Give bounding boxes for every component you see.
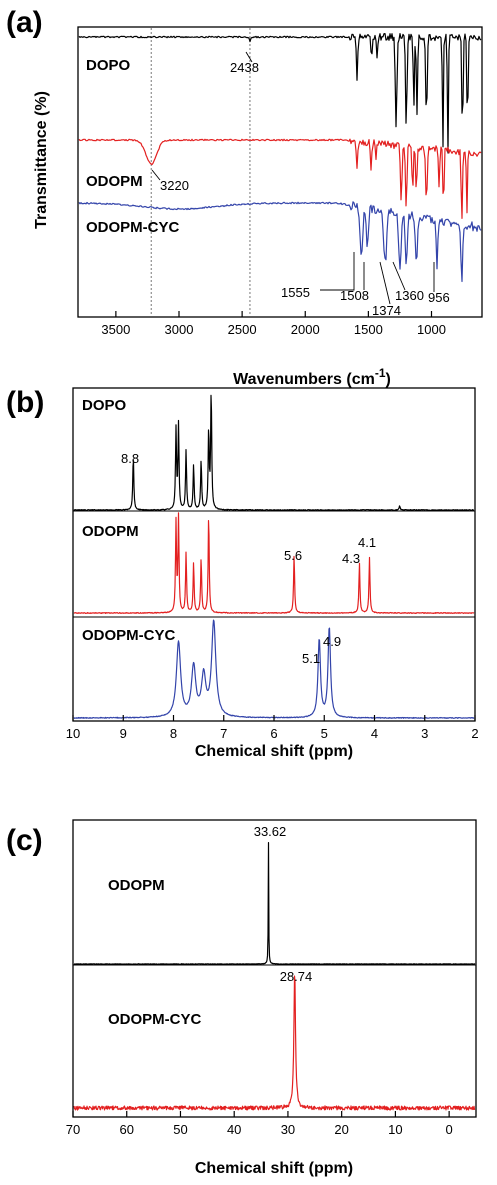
annot-28-74: 28.74 xyxy=(280,969,313,984)
panel-c-tick-label-0: 70 xyxy=(66,1122,80,1137)
nmr-p-trace-odopm xyxy=(73,842,476,965)
panel-a: (a) Transmittance (%) 3500 3000 2500 2000 15… xyxy=(6,6,483,388)
panel-c-tick-label-7: 0 xyxy=(446,1122,453,1137)
annot-2438: 2438 xyxy=(230,60,259,75)
panel-b: (b) 10 9 8 7 6 5 4 3 2 DOPO ODOPM ODOPM-CYC 8.8 … xyxy=(6,386,479,760)
panel-c-tick-label-5: 20 xyxy=(334,1122,348,1137)
annot-4-3: 4.3 xyxy=(342,551,360,566)
arrow-2438 xyxy=(245,51,253,63)
annot-1374: 1374 xyxy=(372,303,401,318)
annot-1555: 1555 xyxy=(281,285,310,300)
series-label-dopo-b: DOPO xyxy=(82,397,127,414)
series-label-odopm-b: ODOPM xyxy=(82,523,139,540)
series-label-odopm: ODOPM xyxy=(86,173,143,190)
ftir-trace-odopm-cyc xyxy=(78,201,482,283)
panel-c-tick-label-6: 10 xyxy=(388,1122,402,1137)
panel-c: (c) 70 60 50 40 30 20 10 0 ODOPM ODOPM-CYC 33.6… xyxy=(6,819,477,1177)
panel-b-tick-label-1: 9 xyxy=(120,726,127,741)
annot-1508: 1508 xyxy=(340,288,369,303)
annot-4-9: 4.9 xyxy=(323,634,341,649)
panel-b-tick-label-0: 10 xyxy=(66,726,80,741)
annot-956: 956 xyxy=(428,290,450,305)
series-label-odopm-cyc: ODOPM-CYC xyxy=(86,219,180,236)
annot-4-1: 4.1 xyxy=(358,535,376,550)
panel-a-xlabel: Wavenumbers (cm-1) xyxy=(233,366,391,388)
panel-c-tick-label-3: 40 xyxy=(227,1122,241,1137)
annot-5-6: 5.6 xyxy=(284,548,302,563)
panel-b-frame xyxy=(72,387,476,722)
panel-a-label: (a) xyxy=(6,6,43,39)
panel-c-xlabel: Chemical shift (ppm) xyxy=(195,1160,353,1177)
annot-8-8: 8.8 xyxy=(121,451,139,466)
panel-a-tick-label-1: 3000 xyxy=(165,322,194,337)
annot-33-62: 33.62 xyxy=(254,824,287,839)
series-label-odopm-c: ODOPM xyxy=(108,877,165,894)
panel-c-tick-label-1: 60 xyxy=(119,1122,133,1137)
series-label-dopo: DOPO xyxy=(86,57,131,74)
arrow-1360 xyxy=(392,261,406,291)
panel-b-tick-label-7: 3 xyxy=(421,726,428,741)
ftir-trace-odopm xyxy=(78,138,482,219)
arrow-3220 xyxy=(151,169,161,181)
panel-b-tick-label-4: 6 xyxy=(270,726,277,741)
panel-b-tick-label-2: 8 xyxy=(170,726,177,741)
panel-c-frame xyxy=(72,819,477,1118)
annot-5-1: 5.1 xyxy=(302,651,320,666)
arrow-1555 xyxy=(320,252,355,291)
panel-a-frame xyxy=(77,26,483,318)
panel-c-tick-label-2: 50 xyxy=(173,1122,187,1137)
nmr-h-trace-dopo xyxy=(73,394,475,511)
panel-c-tick-label-4: 30 xyxy=(281,1122,295,1137)
panel-a-tick-label-2: 2500 xyxy=(228,322,257,337)
annot-1360: 1360 xyxy=(395,288,424,303)
nmr-p-trace-odopm-cyc xyxy=(73,975,476,1111)
series-label-odopm-cyc-b: ODOPM-CYC xyxy=(82,627,176,644)
panel-b-tick-label-5: 5 xyxy=(321,726,328,741)
panel-a-tick-label-5: 1000 xyxy=(417,322,446,337)
panel-a-tick-label-4: 1500 xyxy=(354,322,383,337)
nmr-h-trace-odopm xyxy=(73,512,475,614)
panel-b-tick-label-3: 7 xyxy=(220,726,227,741)
arrow-1374 xyxy=(379,261,391,305)
panel-a-tick-label-0: 3500 xyxy=(101,322,130,337)
series-label-odopm-cyc-c: ODOPM-CYC xyxy=(108,1011,202,1028)
panel-a-ylabel: Transmittance (%) xyxy=(33,91,50,229)
annot-3220: 3220 xyxy=(160,178,189,193)
panel-b-xlabel: Chemical shift (ppm) xyxy=(195,743,353,760)
panel-b-tick-label-6: 4 xyxy=(371,726,378,741)
ftir-trace-dopo xyxy=(78,33,482,154)
panel-a-tick-label-3: 2000 xyxy=(291,322,320,337)
panel-c-label: (c) xyxy=(6,824,43,857)
panel-b-label: (b) xyxy=(6,386,44,419)
panel-b-tick-label-8: 2 xyxy=(471,726,478,741)
